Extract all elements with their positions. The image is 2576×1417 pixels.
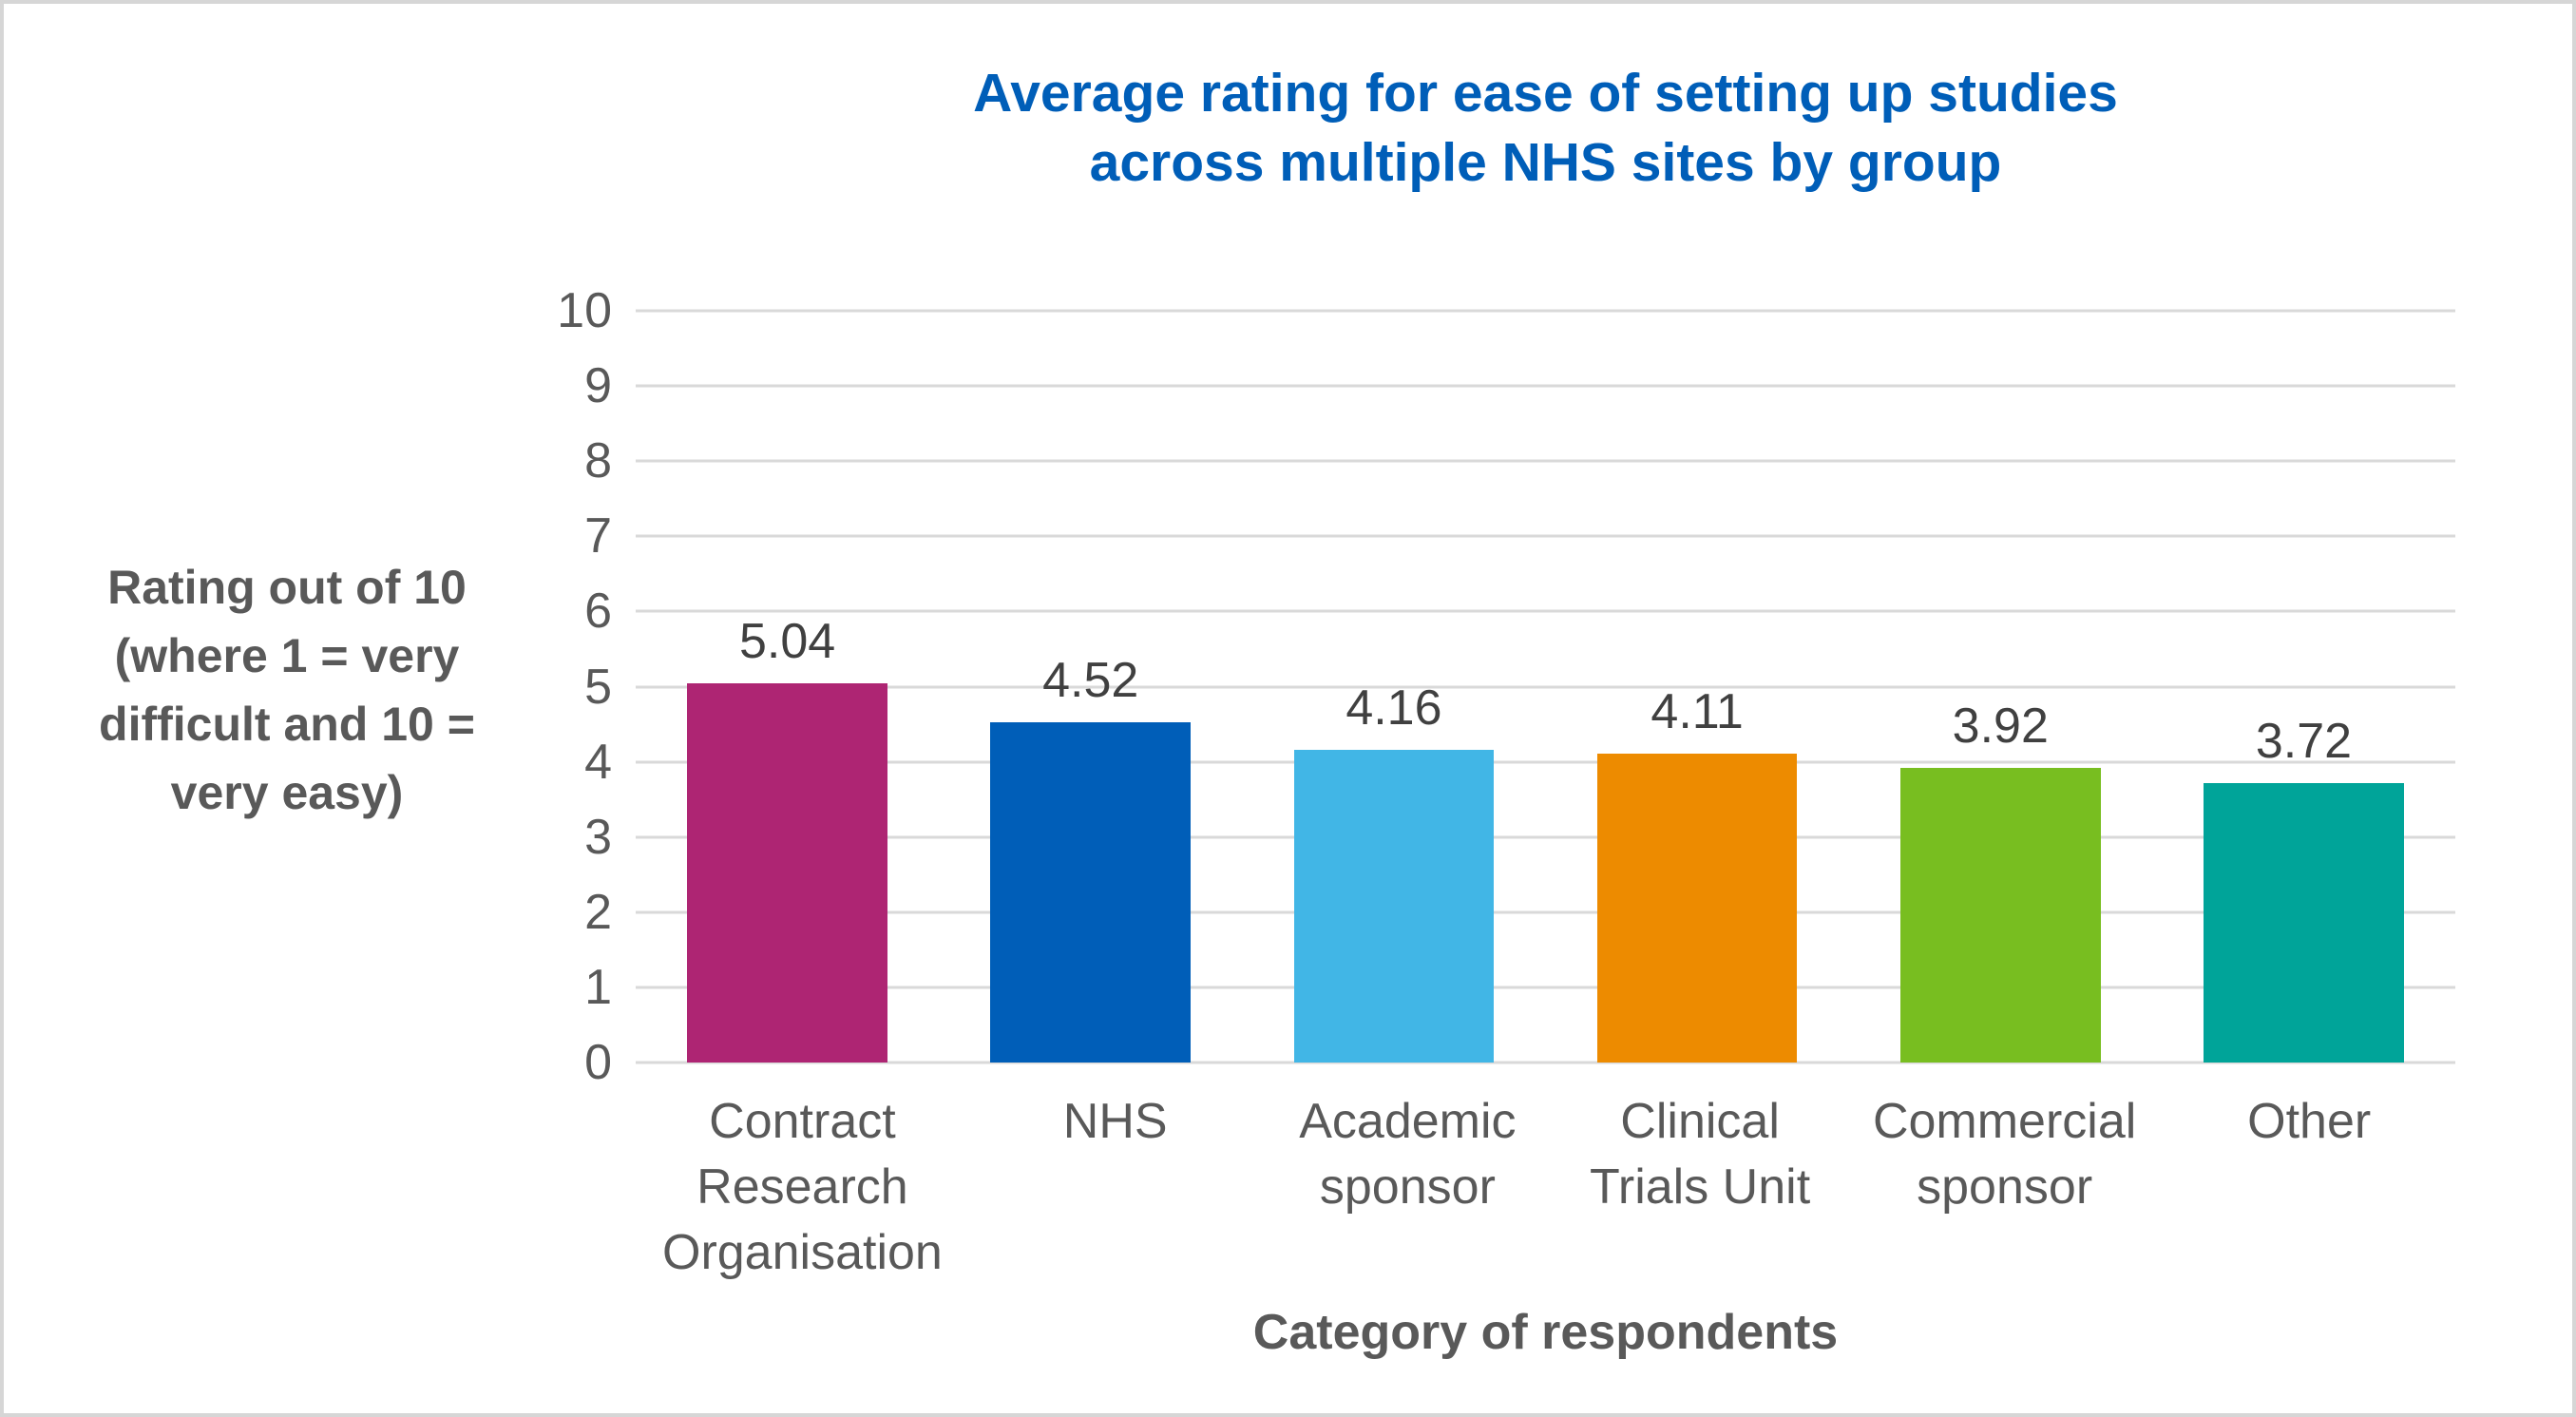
category-label: Contract Research Organisation: [662, 1094, 943, 1281]
bar-slot: 4.16: [1242, 311, 1545, 1063]
category-labels: Contract Research Organisation NHS Academi…: [636, 1089, 2455, 1286]
chart-title-line-1: Average rating for ease of setting up st…: [973, 63, 2118, 124]
bar: [990, 722, 1192, 1063]
gridline: [636, 534, 2455, 538]
bar: [1293, 749, 1495, 1063]
bar-slot: 5.04: [636, 311, 939, 1063]
bar: [1899, 767, 2101, 1063]
y-tick-label: 10: [557, 283, 612, 338]
gridline: [636, 384, 2455, 388]
bar: [2204, 782, 2404, 1063]
y-tick-label: 1: [584, 959, 612, 1015]
plot-area: 5.04 4.52 4.16 4.11 3.92 3.72: [636, 309, 2455, 1064]
gridline: [636, 459, 2455, 463]
gridline: [636, 986, 2455, 989]
bar-value-label: 4.16: [1345, 680, 1442, 736]
bar-value-label: 5.04: [738, 614, 836, 670]
bar-slot: 4.11: [1546, 311, 1849, 1063]
y-tick-label: 0: [584, 1035, 612, 1090]
category-label: Commercial sponsor: [1872, 1094, 2137, 1216]
category-label: NHS: [1062, 1094, 1168, 1149]
y-tick-labels: 0 1 2 3 4 5 6 7 8 9 10: [498, 286, 612, 1087]
gridline: [636, 609, 2455, 613]
bar-value-label: 3.92: [1952, 698, 2049, 754]
y-tick-label: 7: [584, 508, 612, 565]
gridline: [636, 760, 2455, 764]
y-tick-label: 8: [584, 433, 612, 489]
y-tick-label: 4: [584, 734, 612, 790]
bar-value-label: 3.72: [2255, 713, 2353, 769]
bar-value-label: 4.11: [1651, 683, 1744, 739]
gridline: [636, 910, 2455, 914]
bars-row: 5.04 4.52 4.16 4.11 3.92 3.72: [636, 311, 2455, 1063]
bar-value-label: 4.52: [1042, 653, 1139, 709]
chart-title-line-2: across multiple NHS sites by group: [1089, 131, 2002, 193]
category-label: Academic sponsor: [1299, 1094, 1517, 1216]
bar: [1596, 753, 1798, 1063]
y-axis-title: Rating out of 10 (where 1 = very difficu…: [99, 561, 475, 819]
bar-slot: 3.92: [1849, 311, 2152, 1063]
chart-title: Average rating for ease of setting up st…: [636, 59, 2455, 198]
y-tick-label: 9: [584, 358, 612, 414]
gridline: [636, 1061, 2455, 1064]
category-label: Other: [2247, 1094, 2372, 1149]
y-tick-label: 5: [584, 659, 612, 715]
y-tick-label: 3: [584, 809, 612, 865]
x-axis-title: Category of respondents: [1252, 1305, 1839, 1360]
y-tick-label: 6: [584, 584, 612, 640]
y-tick-label: 2: [584, 884, 612, 940]
gridline: [636, 685, 2455, 688]
gridline: [636, 835, 2455, 839]
bar: [687, 683, 887, 1063]
bar-slot: 3.72: [2152, 311, 2455, 1063]
category-label: Clinical Trials Unit: [1590, 1094, 1811, 1216]
bar-slot: 4.52: [939, 311, 1242, 1063]
gridline: [636, 309, 2455, 313]
